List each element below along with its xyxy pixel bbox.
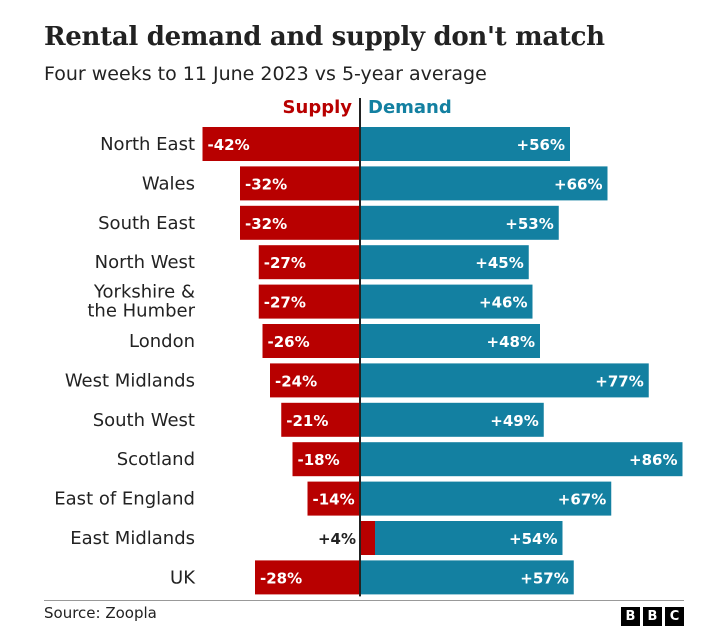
- demand-value-wales: +66%: [554, 175, 602, 193]
- supply-bar-scotland: [292, 442, 360, 477]
- demand-bar-north-east: [360, 127, 570, 161]
- logo-letter-c: C: [665, 607, 684, 626]
- demand-bar-south-west: [360, 402, 544, 437]
- supply-value-south-west: -21%: [286, 412, 328, 430]
- category-label-north-west: North West: [95, 252, 195, 273]
- supply-bar-south-west: [281, 402, 360, 437]
- supply-bar-yorkshire-the-humber: [258, 284, 360, 319]
- demand-bar-london: [360, 324, 540, 358]
- demand-value-west-midlands: +77%: [595, 372, 643, 390]
- category-label-uk: UK: [170, 567, 196, 588]
- supply-value-north-east: -42%: [208, 136, 250, 154]
- supply-value-yorkshire-the-humber: -27%: [264, 294, 306, 312]
- demand-bar-south-east: [360, 205, 559, 240]
- supply-value-east-midlands: +4%: [318, 530, 356, 548]
- logo-letter-b2: B: [643, 607, 662, 626]
- supply-value-east-of-england: -14%: [313, 491, 355, 509]
- supply-bar-london: [262, 324, 360, 358]
- supply-bar-east-midlands: [360, 521, 375, 555]
- demand-bar-north-west: [360, 245, 529, 280]
- supply-value-west-midlands: -24%: [275, 372, 317, 390]
- legend-demand: Demand: [368, 97, 452, 118]
- category-label-yorkshire-the-humber-1: the Humber: [87, 301, 195, 322]
- supply-bar-west-midlands: [270, 363, 360, 398]
- demand-value-north-west: +45%: [475, 254, 523, 272]
- diverging-bar-chart: Supply Demand North East -42% +56% Wales -32% +…: [54, 97, 683, 597]
- category-label-scotland: Scotland: [117, 449, 195, 470]
- supply-bar-wales: [240, 166, 360, 201]
- category-label-yorkshire-the-humber-0: Yorkshire &: [93, 282, 195, 303]
- category-label-south-east: South East: [98, 213, 195, 234]
- demand-bar-east-of-england: [360, 481, 612, 516]
- supply-value-scotland: -18%: [298, 451, 340, 469]
- chart-title: Rental demand and supply don't match: [44, 22, 605, 52]
- supply-value-uk: -28%: [260, 569, 302, 587]
- category-label-london: London: [129, 331, 195, 352]
- demand-bar-uk: [360, 560, 574, 595]
- footer-divider: [44, 600, 684, 601]
- demand-value-east-of-england: +67%: [558, 491, 606, 509]
- logo-letter-b1: B: [621, 607, 640, 626]
- category-label-south-west: South West: [93, 410, 195, 431]
- source-note: Source: Zoopla: [44, 604, 157, 622]
- demand-value-south-west: +49%: [490, 412, 538, 430]
- demand-bar-east-midlands: [375, 521, 563, 555]
- supply-value-south-east: -32%: [245, 215, 287, 233]
- demand-bar-west-midlands: [360, 363, 649, 398]
- supply-value-wales: -32%: [245, 175, 287, 193]
- supply-bar-uk: [255, 560, 360, 595]
- demand-bar-yorkshire-the-humber: [360, 284, 533, 319]
- supply-bar-north-east: [202, 127, 360, 161]
- supply-bar-east-of-england: [307, 481, 360, 516]
- category-label-east-midlands: East Midlands: [70, 528, 195, 549]
- category-label-west-midlands: West Midlands: [65, 370, 195, 391]
- category-label-east-of-england: East of England: [54, 489, 195, 510]
- supply-value-north-west: -27%: [264, 254, 306, 272]
- demand-bar-scotland: [360, 442, 683, 477]
- demand-value-south-east: +53%: [505, 215, 553, 233]
- supply-value-london: -26%: [268, 333, 310, 351]
- legend-supply: Supply: [283, 97, 353, 118]
- supply-bar-north-west: [258, 245, 360, 280]
- bbc-logo: B B C: [621, 607, 684, 626]
- demand-value-north-east: +56%: [517, 136, 565, 154]
- demand-value-scotland: +86%: [629, 451, 677, 469]
- demand-value-east-midlands: +54%: [509, 530, 557, 548]
- category-label-north-east: North East: [100, 134, 195, 155]
- supply-bar-south-east: [240, 205, 360, 240]
- demand-value-london: +48%: [487, 333, 535, 351]
- chart-subtitle: Four weeks to 11 June 2023 vs 5-year ave…: [44, 63, 487, 85]
- demand-value-yorkshire-the-humber: +46%: [479, 294, 527, 312]
- demand-bar-wales: [360, 166, 608, 201]
- demand-value-uk: +57%: [520, 569, 568, 587]
- category-label-wales: Wales: [142, 173, 195, 194]
